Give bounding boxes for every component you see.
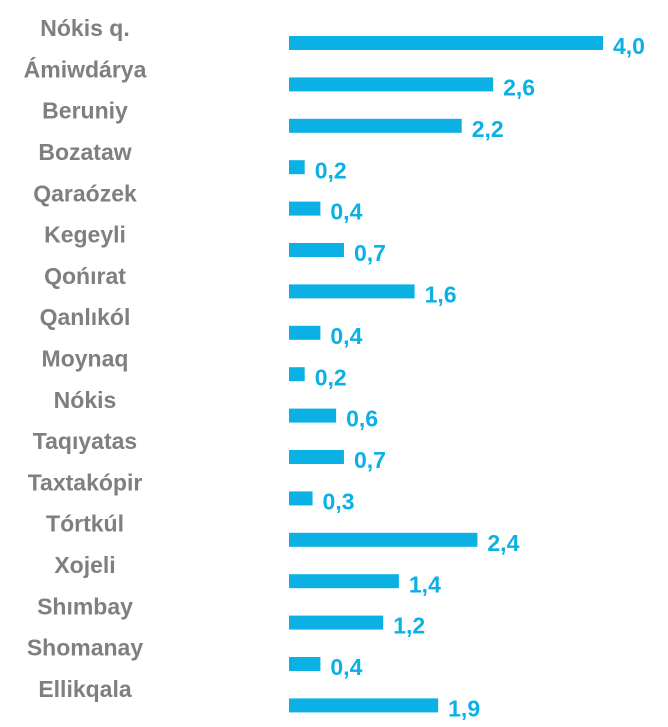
bar bbox=[289, 36, 603, 50]
value-label: 0,7 bbox=[354, 240, 386, 266]
bar bbox=[289, 532, 478, 547]
value-label: 1,4 bbox=[409, 571, 441, 597]
value-label: 0,3 bbox=[323, 488, 355, 514]
category-label: Moynaq bbox=[42, 345, 129, 371]
value-label: 1,2 bbox=[393, 613, 425, 639]
category-label: Nókis q. bbox=[40, 15, 129, 41]
value-label: 0,4 bbox=[330, 199, 362, 225]
value-label: 2,2 bbox=[472, 116, 504, 142]
category-label: Kegeyli bbox=[44, 222, 126, 248]
value-label: 0,2 bbox=[315, 157, 347, 183]
value-label: 2,4 bbox=[487, 530, 519, 556]
bar bbox=[289, 77, 494, 92]
bar bbox=[289, 118, 462, 133]
category-label: Xojeli bbox=[54, 552, 115, 578]
bar bbox=[289, 367, 305, 382]
bar bbox=[289, 450, 344, 464]
category-label: Taqıyatas bbox=[33, 428, 137, 454]
value-label: 4,0 bbox=[613, 33, 645, 59]
category-label: Bozataw bbox=[38, 139, 131, 165]
value-label: 1,9 bbox=[448, 695, 480, 721]
value-label: 0,7 bbox=[354, 447, 386, 473]
category-label: Ámiwdárya bbox=[24, 55, 147, 82]
category-label: Qońırat bbox=[44, 263, 126, 289]
bar bbox=[289, 243, 344, 257]
bar bbox=[289, 574, 399, 589]
bar bbox=[289, 698, 439, 713]
bar bbox=[289, 160, 305, 175]
bar bbox=[289, 615, 384, 630]
category-label: Shımbay bbox=[37, 593, 133, 619]
category-label: Qanlıkól bbox=[40, 304, 131, 330]
category-label: Beruniy bbox=[42, 98, 128, 124]
category-label: Ellikqala bbox=[38, 676, 132, 702]
category-label: Tórtkúl bbox=[46, 511, 124, 537]
bar bbox=[289, 201, 321, 216]
bar bbox=[289, 491, 313, 506]
category-label: Shomanay bbox=[27, 635, 144, 661]
category-label: Taxtakópir bbox=[28, 469, 143, 495]
category-label: Qaraózek bbox=[33, 180, 137, 206]
bar bbox=[289, 284, 415, 299]
value-label: 0,2 bbox=[315, 364, 347, 390]
bar bbox=[289, 325, 321, 340]
value-label: 0,4 bbox=[330, 654, 362, 680]
bar bbox=[289, 408, 337, 423]
value-label: 1,6 bbox=[425, 281, 457, 307]
category-label: Nókis bbox=[54, 387, 117, 413]
value-label: 2,6 bbox=[503, 74, 535, 100]
value-label: 0,4 bbox=[330, 323, 362, 349]
bar bbox=[289, 657, 321, 671]
value-label: 0,6 bbox=[346, 406, 378, 432]
